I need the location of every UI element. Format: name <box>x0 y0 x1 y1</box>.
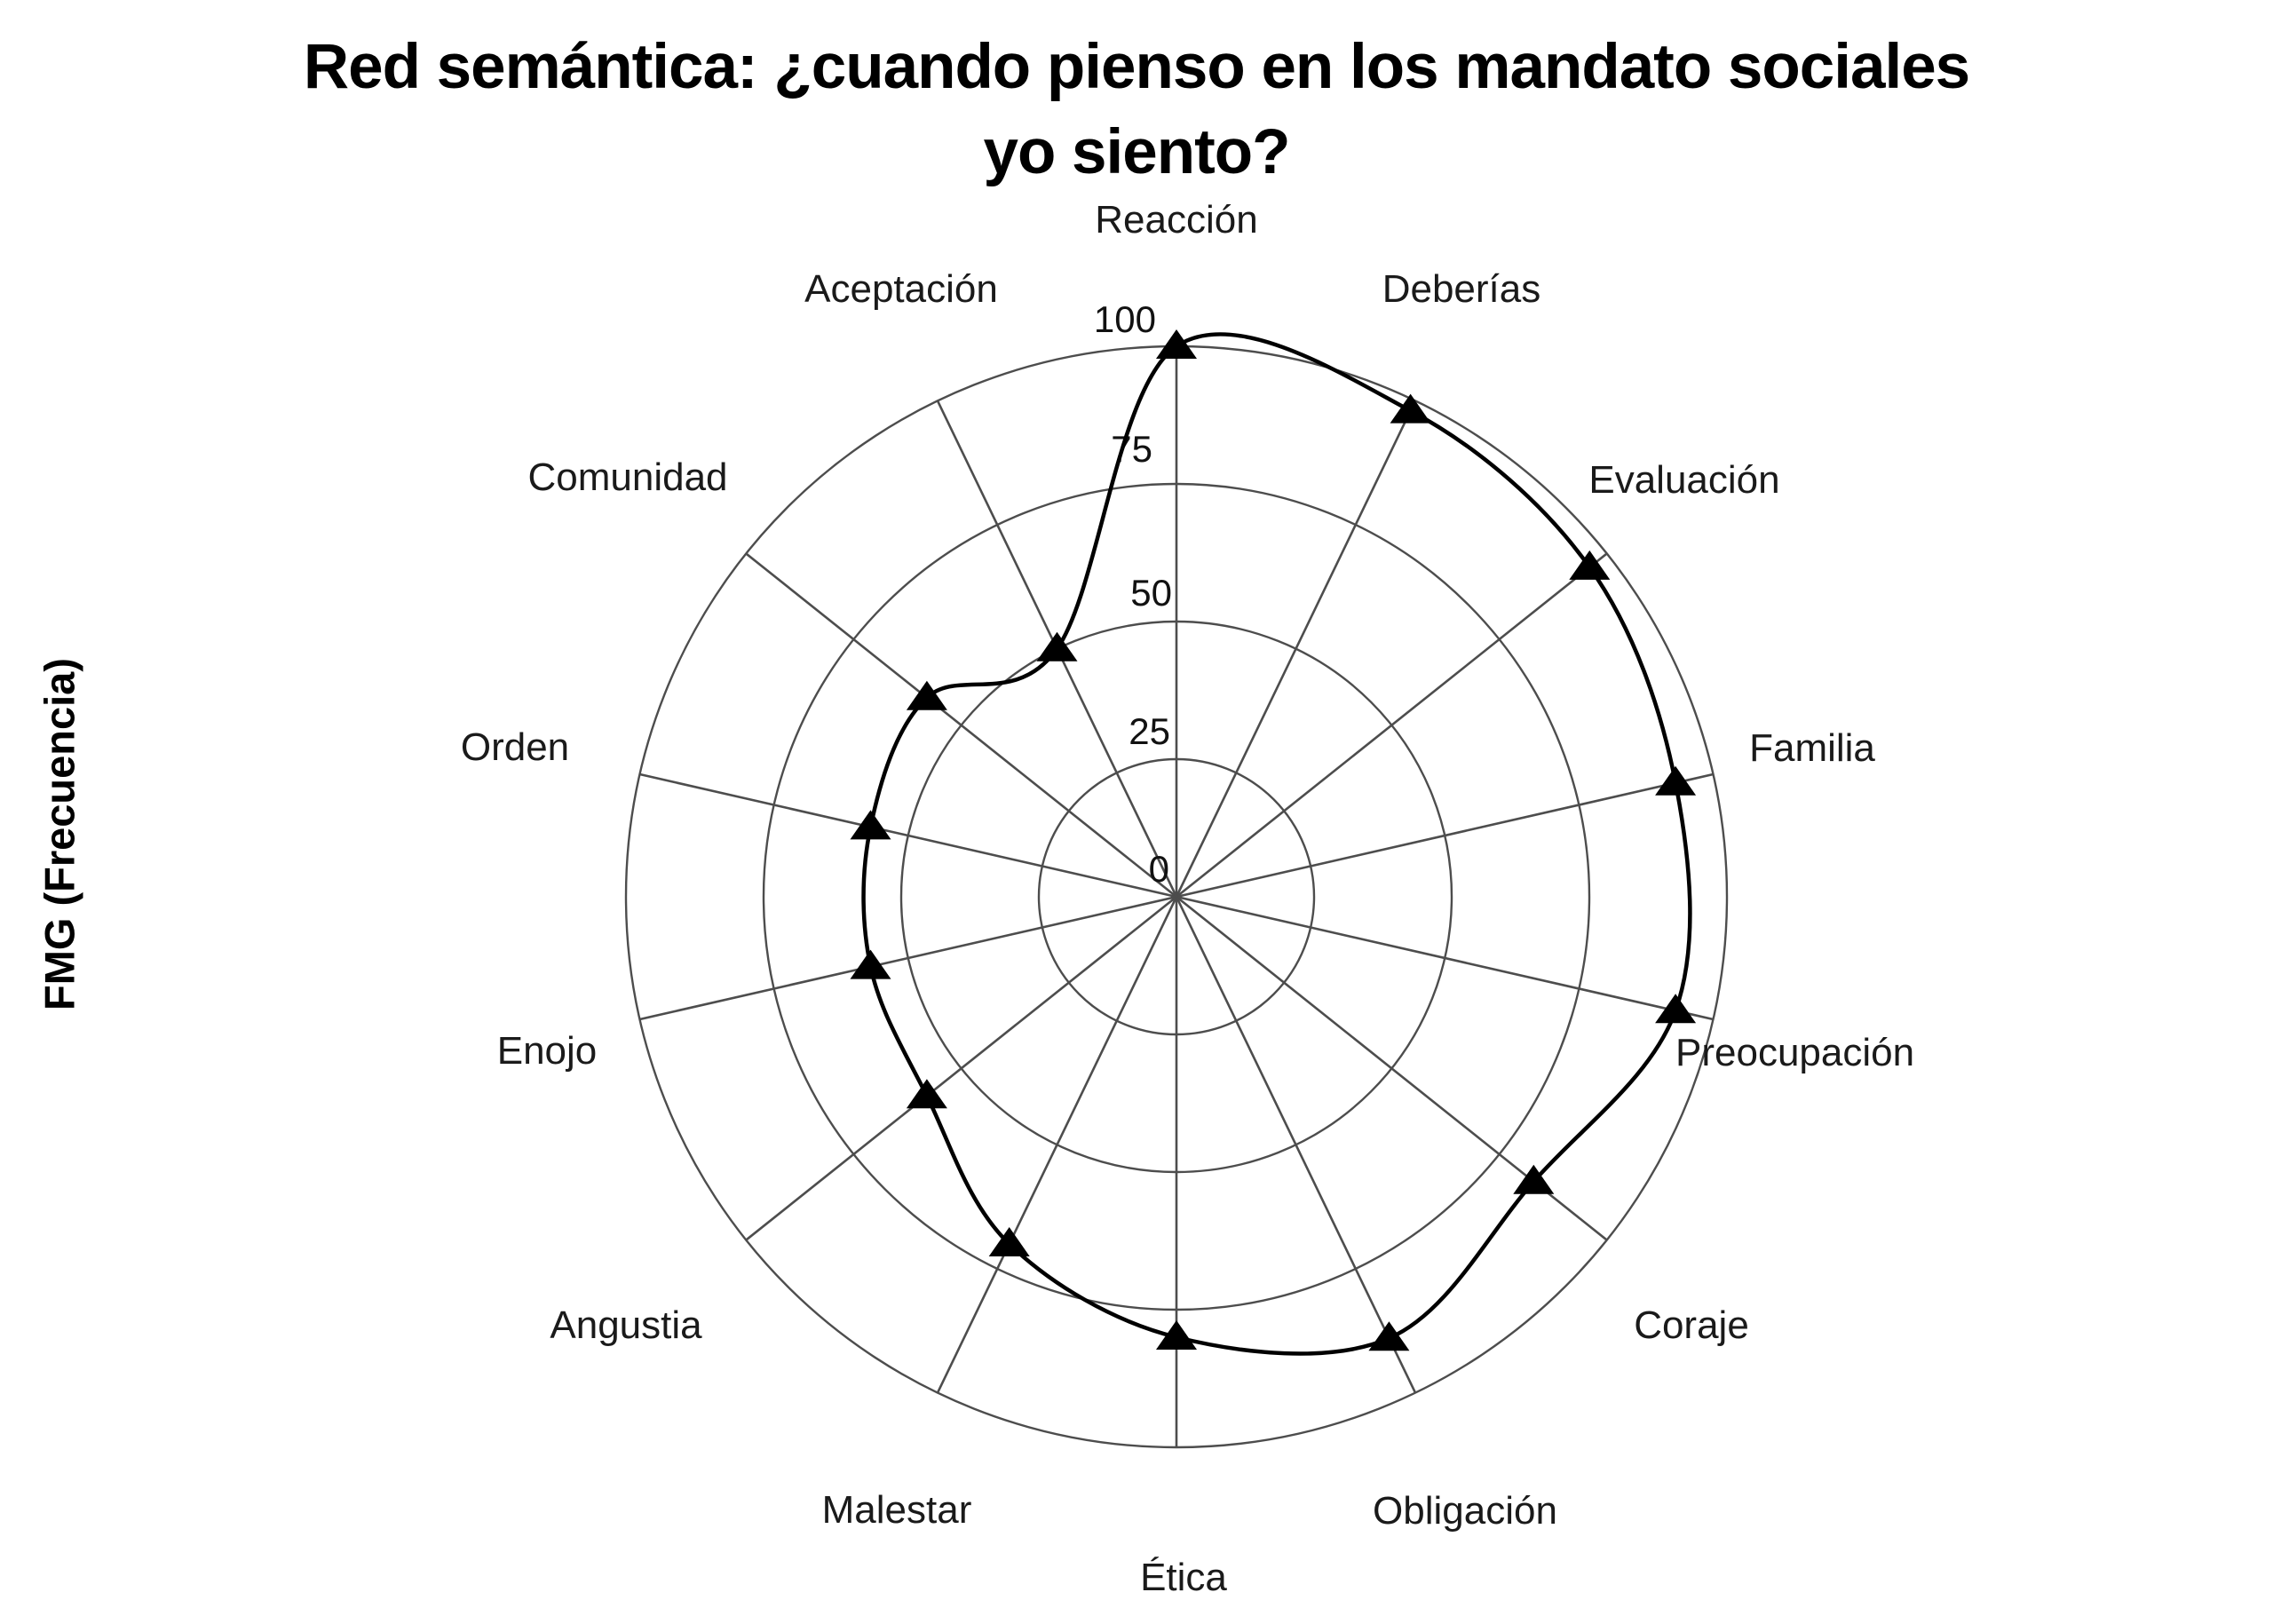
data-marker-etica <box>1156 1320 1197 1350</box>
chart-title-line1: Red semántica: ¿cuando pienso en los man… <box>303 32 1970 102</box>
category-label-9: Angustia <box>550 1303 702 1347</box>
category-label-5: Coraje <box>1634 1303 1749 1347</box>
radial-tick-label-25: 25 <box>1129 710 1170 752</box>
spoke-10 <box>639 895 1177 1021</box>
category-label-12: Comunidad <box>527 456 727 499</box>
radial-tick-label-100: 100 <box>1094 298 1156 340</box>
radial-tick-label-50: 50 <box>1130 572 1172 614</box>
chart-title-line2: yo siento? <box>983 117 1290 187</box>
data-marker-comunidad <box>906 680 947 710</box>
category-label-7: Ética <box>1140 1556 1227 1599</box>
spoke-12 <box>745 552 1177 899</box>
data-marker-familia <box>1655 765 1697 796</box>
data-marker-malestar <box>988 1227 1030 1256</box>
category-label-13: Aceptación <box>804 267 998 311</box>
category-label-0: Reacción <box>1095 198 1257 242</box>
spoke-11 <box>639 772 1177 899</box>
spoke-8 <box>936 896 1178 1394</box>
data-marker-preocupacion <box>1655 994 1697 1024</box>
data-marker-reaccion <box>1156 329 1197 359</box>
spoke-1 <box>1175 400 1417 898</box>
data-marker-aceptacion <box>1036 631 1078 661</box>
data-marker-evaluacion <box>1569 550 1611 580</box>
spoke-9 <box>745 895 1177 1241</box>
category-label-3: Familia <box>1749 726 1875 770</box>
chart-title: Red semántica: ¿cuando pienso en los man… <box>0 25 2273 195</box>
spoke-3 <box>1176 772 1714 899</box>
category-label-1: Deberías <box>1382 267 1541 311</box>
data-curve <box>861 332 1692 1356</box>
data-marker-angustia <box>906 1079 947 1109</box>
data-marker-coraje <box>1513 1164 1555 1194</box>
category-label-6: Obligación <box>1373 1489 1557 1533</box>
data-marker-enojo <box>850 949 891 979</box>
data-marker-deberias <box>1390 393 1431 424</box>
spoke-6 <box>1175 896 1417 1394</box>
category-label-11: Orden <box>461 725 569 769</box>
category-label-8: Malestar <box>822 1488 972 1532</box>
category-label-10: Enojo <box>497 1029 598 1073</box>
spoke-2 <box>1176 552 1608 899</box>
category-label-4: Preocupación <box>1675 1031 1914 1074</box>
category-label-2: Evaluación <box>1588 458 1779 502</box>
radial-tick-label-0: 0 <box>1149 848 1169 890</box>
data-marker-obligacion <box>1368 1321 1410 1351</box>
data-marker-orden <box>850 810 891 840</box>
spoke-4 <box>1176 895 1714 1021</box>
